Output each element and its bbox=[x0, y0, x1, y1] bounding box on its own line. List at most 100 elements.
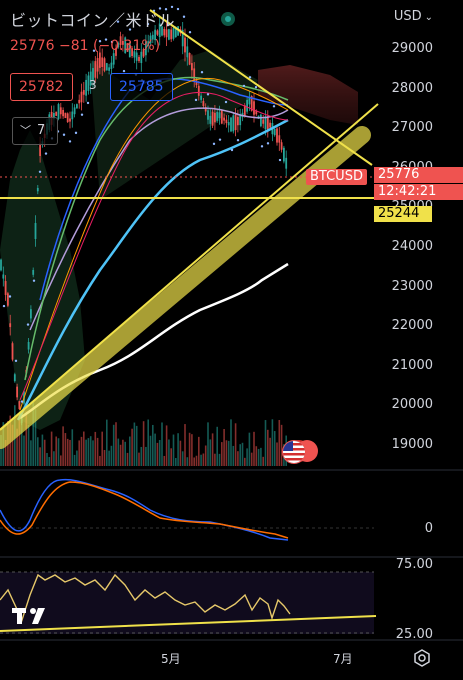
volume-bar bbox=[156, 442, 159, 466]
volume-bar bbox=[89, 436, 92, 466]
volume-bar bbox=[131, 428, 133, 466]
volume-bar bbox=[80, 436, 83, 466]
candle-body bbox=[250, 96, 253, 111]
sar-dot bbox=[164, 8, 168, 11]
volume-bar bbox=[43, 439, 46, 466]
horizontal-line-price-tag: 25244 bbox=[374, 206, 432, 222]
volume-bar bbox=[66, 438, 69, 466]
volume-bar bbox=[218, 453, 221, 466]
candle-body bbox=[18, 401, 21, 410]
candle-body bbox=[101, 57, 104, 67]
candle-body bbox=[186, 46, 189, 58]
volume-bar bbox=[34, 408, 37, 466]
candle-body bbox=[62, 109, 64, 117]
trendlines bbox=[0, 9, 379, 449]
volume-bar bbox=[191, 434, 193, 466]
tradingview-logo bbox=[12, 608, 45, 624]
volume-bar bbox=[170, 448, 172, 466]
volume-bar bbox=[50, 431, 53, 466]
parabolic-sar bbox=[2, 5, 282, 403]
buy-button[interactable]: 25785 bbox=[110, 73, 173, 101]
sar-dot bbox=[98, 40, 102, 43]
volume-bar bbox=[253, 431, 255, 466]
sar-dot bbox=[146, 22, 150, 26]
candle-body bbox=[204, 107, 207, 112]
price-axis-label: 23000 bbox=[391, 278, 433, 294]
candle-body bbox=[92, 68, 94, 80]
candle-body bbox=[13, 374, 16, 382]
volume-bar bbox=[181, 451, 184, 466]
volume-bar bbox=[158, 440, 161, 466]
volume-bar bbox=[269, 437, 271, 466]
volume-bar bbox=[73, 454, 76, 466]
candle-body bbox=[99, 52, 101, 68]
candle-body bbox=[76, 104, 78, 109]
indicator-toggle-button[interactable]: ﹀ 7 bbox=[12, 117, 58, 145]
volume-bar bbox=[135, 425, 138, 466]
candle-body bbox=[142, 49, 145, 57]
price-axis-label: 27000 bbox=[391, 120, 433, 136]
price-axis-label: 19000 bbox=[391, 437, 433, 452]
volume-bar bbox=[142, 421, 145, 466]
price-axis-label: 29000 bbox=[391, 41, 433, 56]
volume-bar bbox=[172, 434, 175, 466]
volume-bar bbox=[179, 440, 182, 466]
candle-body bbox=[200, 95, 202, 100]
volume-bar bbox=[225, 440, 228, 466]
candle-body bbox=[230, 117, 232, 132]
price-change-line: 25776 −81 (−0.31%) bbox=[10, 38, 160, 54]
sar-dot bbox=[170, 5, 174, 9]
candle-body bbox=[266, 116, 269, 132]
rsi-trendline bbox=[0, 615, 377, 632]
price-axis-label: 24000 bbox=[391, 239, 433, 254]
sar-dot bbox=[224, 100, 228, 104]
candle-body bbox=[11, 343, 14, 360]
volume-bar bbox=[60, 455, 62, 466]
volume-bar bbox=[202, 453, 205, 466]
candle-body bbox=[216, 111, 219, 121]
volume-bar bbox=[53, 451, 55, 466]
candle-body bbox=[163, 28, 166, 36]
currency-selector[interactable]: USD ⌄ bbox=[394, 9, 433, 24]
market-open-indicator bbox=[221, 12, 235, 26]
sar-dot bbox=[62, 133, 66, 136]
candle-body bbox=[156, 30, 159, 35]
time-label-july: 7月 bbox=[333, 652, 353, 666]
gear-icon[interactable] bbox=[413, 649, 431, 667]
sar-dot bbox=[218, 138, 222, 141]
candle-body bbox=[87, 75, 90, 91]
sar-dot bbox=[38, 170, 42, 173]
volume-bar bbox=[239, 444, 241, 466]
volume-bar bbox=[152, 424, 154, 466]
symbol-title[interactable]: ビットコイン／米ドル bbox=[10, 11, 176, 30]
volume-bar bbox=[20, 421, 23, 466]
spread-value: 3 bbox=[89, 78, 97, 92]
candle-body bbox=[177, 26, 179, 36]
volume-bar bbox=[186, 457, 189, 466]
us-flag-icon[interactable] bbox=[282, 440, 306, 464]
candle-body bbox=[108, 67, 110, 71]
last-price-value: 25776 bbox=[10, 38, 55, 54]
candle-body bbox=[197, 85, 200, 96]
candle-body bbox=[34, 223, 37, 239]
volume-bar bbox=[46, 452, 48, 466]
candle-body bbox=[36, 187, 39, 192]
ma-green bbox=[24, 76, 289, 381]
candle-body bbox=[64, 112, 67, 119]
candle-body bbox=[149, 35, 152, 44]
sell-button[interactable]: 25782 bbox=[10, 73, 73, 101]
sar-dot bbox=[110, 40, 114, 44]
sar-dot bbox=[278, 158, 282, 162]
candle-body bbox=[124, 37, 127, 54]
volume-bar bbox=[250, 452, 253, 466]
volume-bar bbox=[232, 445, 235, 466]
candle-body bbox=[191, 63, 193, 71]
candle-body bbox=[89, 71, 92, 86]
volume-bar bbox=[278, 420, 281, 466]
candle-body bbox=[4, 281, 7, 295]
volume-bar bbox=[200, 454, 202, 466]
volume-bar bbox=[32, 401, 34, 466]
volume-bar bbox=[154, 433, 156, 466]
candle-body bbox=[126, 43, 129, 52]
